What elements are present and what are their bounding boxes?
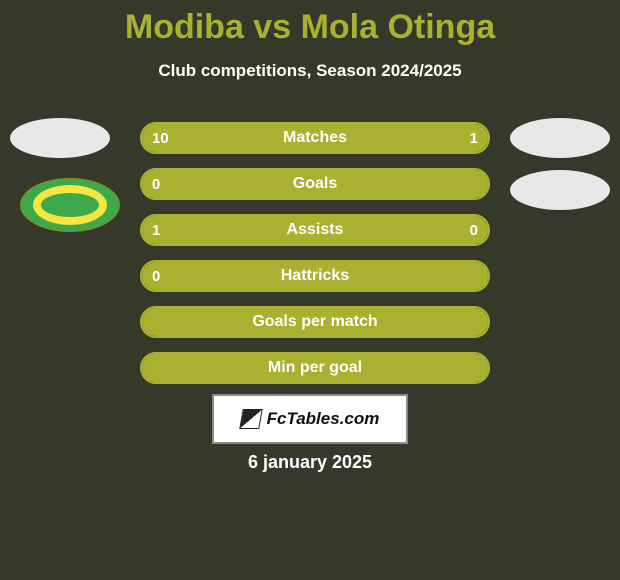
stat-label: Goals per match (142, 308, 488, 336)
stat-row: 0Hattricks (140, 260, 490, 292)
stat-label: Goals (142, 170, 488, 198)
comparison-subtitle: Club competitions, Season 2024/2025 (0, 61, 620, 81)
stat-row: 101Matches (140, 122, 490, 154)
player-left-badge (10, 118, 110, 158)
stat-label: Min per goal (142, 354, 488, 382)
source-badge: FcTables.com (212, 394, 408, 444)
club-left-badge (20, 178, 120, 232)
stat-label: Matches (142, 124, 488, 152)
comparison-title: Modiba vs Mola Otinga (0, 0, 620, 47)
stat-row: Goals per match (140, 306, 490, 338)
player-right-badge (510, 118, 610, 158)
snapshot-date: 6 january 2025 (0, 452, 620, 473)
stat-row: 10Assists (140, 214, 490, 246)
stat-row: 0Goals (140, 168, 490, 200)
stats-bars-container: 101Matches 0Goals 10Assists 0Hattricks Goals… (140, 122, 490, 398)
stat-row: Min per goal (140, 352, 490, 384)
chart-icon (239, 409, 263, 429)
source-label: FcTables.com (267, 409, 380, 429)
stat-label: Hattricks (142, 262, 488, 290)
stat-label: Assists (142, 216, 488, 244)
club-right-badge (510, 170, 610, 210)
